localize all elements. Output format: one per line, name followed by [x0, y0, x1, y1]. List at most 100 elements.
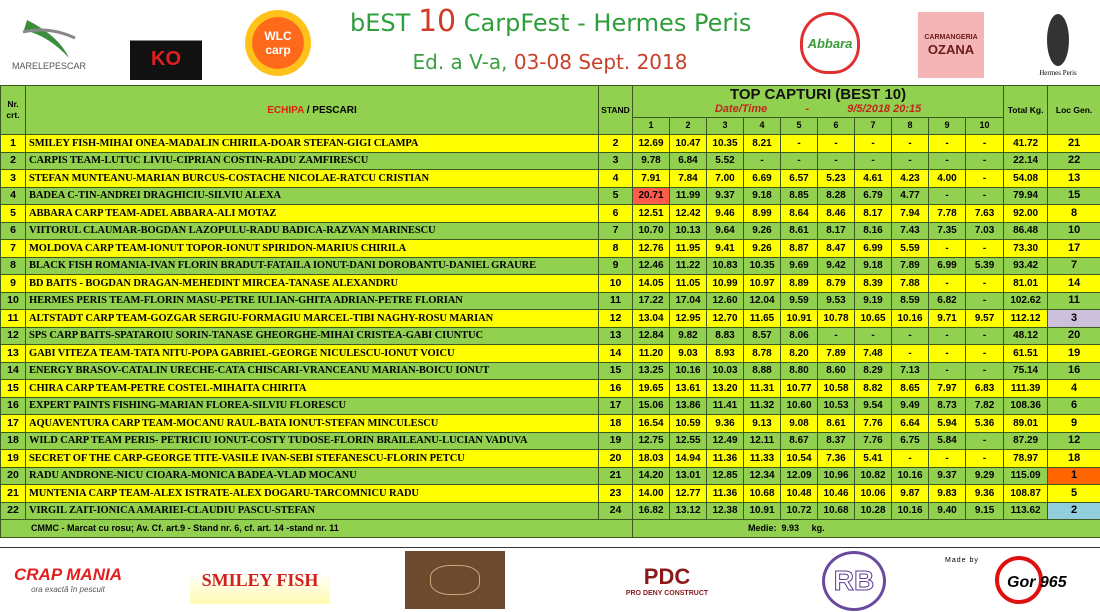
catch-value: 10.16 [891, 309, 929, 328]
total-kg: 41.72 [1003, 134, 1049, 153]
catch-value: 12.95 [669, 309, 707, 328]
catch-value: 6.75 [891, 431, 929, 450]
table-row: 15 CHIRA CARP TEAM-PETRE COSTEL-MIHAITA C… [0, 379, 1100, 398]
catch-value: - [928, 151, 966, 170]
catch-value: 12.11 [743, 431, 781, 450]
catch-value: 11.05 [669, 274, 707, 293]
catch-value: 11.36 [706, 449, 744, 468]
catch-value: 10.96 [817, 466, 855, 485]
catch-value: 11.22 [669, 256, 707, 275]
row-number: 17 [0, 414, 26, 433]
catch-value: 8.21 [743, 134, 781, 153]
carmangeria-ozana-logo: CARMANGERIA OZANA [918, 12, 984, 78]
col-total-header: Total Kg. [1003, 85, 1049, 135]
top-capturi-title: TOP CAPTURI (BEST 10) [631, 85, 1005, 103]
catch-value: 12.55 [669, 431, 707, 450]
col-stand-header: STAND [598, 85, 633, 135]
stand-number: 20 [598, 449, 633, 468]
row-number: 21 [0, 484, 26, 503]
catch-value: 8.17 [817, 221, 855, 240]
catch-value: 14.00 [632, 484, 670, 503]
catch-value: 9.64 [706, 221, 744, 240]
catch-value: 7.35 [928, 221, 966, 240]
overall-place: 12 [1047, 431, 1100, 450]
catch-value: - [891, 134, 929, 153]
overall-place: 5 [1047, 484, 1100, 503]
catch-value: 9.15 [964, 501, 1005, 520]
total-kg: 112.12 [1003, 309, 1049, 328]
catch-value: 7.89 [891, 256, 929, 275]
catch-value: 7.84 [669, 169, 707, 188]
sponsors-bar: CRAP MANIA ora exactă în pescuit SMILEY … [0, 547, 1100, 612]
catch-value: 14.20 [632, 466, 670, 485]
catch-value: 7.13 [891, 361, 929, 380]
row-number: 14 [0, 361, 26, 380]
catch-value: 13.01 [669, 466, 707, 485]
stand-number: 11 [598, 291, 633, 310]
overall-place: 20 [1047, 326, 1100, 345]
catch-value: 10.16 [891, 466, 929, 485]
table-row: 18 WILD CARP TEAM PERIS- PETRICIU IONUT-C… [0, 431, 1100, 450]
overall-place: 14 [1047, 274, 1100, 293]
catch-value: 6.64 [891, 414, 929, 433]
row-number: 20 [0, 466, 26, 485]
row-number: 5 [0, 204, 26, 223]
catch-value: 7.94 [891, 204, 929, 223]
catch-value: 8.89 [780, 274, 818, 293]
catch-value: 8.17 [854, 204, 892, 223]
catch-value: - [817, 326, 855, 345]
team-name: MOLDOVA CARP TEAM-IONUT TOPOR-IONUT SPIR… [25, 239, 599, 258]
catch-value: 12.46 [632, 256, 670, 275]
table-row: 20 RADU ANDRONE-NICU CIOARA-MONICA BADEA-… [0, 466, 1100, 485]
catch-value: 8.16 [854, 221, 892, 240]
catch-value: 6.79 [854, 186, 892, 205]
team-name: STEFAN MUNTEANU-MARIAN BURCUS-COSTACHE N… [25, 169, 599, 188]
catch-value: - [817, 151, 855, 170]
catch-value: 6.83 [964, 379, 1005, 398]
stand-number: 19 [598, 431, 633, 450]
catch-value: 8.78 [743, 344, 781, 363]
table-row: 2 CARPIS TEAM-LUTUC LIVIU-CIPRIAN COSTIN-… [0, 151, 1100, 170]
catch-value: - [780, 151, 818, 170]
stand-number: 18 [598, 414, 633, 433]
table-row: 12 SPS CARP BAITS-SPATAROIU SORIN-TANASE… [0, 326, 1100, 345]
total-kg: 115.09 [1003, 466, 1049, 485]
stand-number: 10 [598, 274, 633, 293]
team-name: SMILEY FISH-MIHAI ONEA-MADALIN CHIRILA-D… [25, 134, 599, 153]
catch-value: 8.37 [817, 431, 855, 450]
catch-value: 4.77 [891, 186, 929, 205]
catch-value: 10.46 [817, 484, 855, 503]
pdc-logo: PDC PRO DENY CONSTRUCT [625, 564, 709, 597]
catch-value: 9.69 [780, 256, 818, 275]
catch-value: 7.82 [964, 396, 1005, 415]
catch-value: 9.18 [854, 256, 892, 275]
catch-value: 8.67 [780, 431, 818, 450]
total-kg: 61.51 [1003, 344, 1049, 363]
stand-number: 21 [598, 466, 633, 485]
catch-value: 5.52 [706, 151, 744, 170]
stand-number: 12 [598, 309, 633, 328]
catch-col-header: 5 [780, 116, 818, 135]
catch-value: 9.57 [964, 309, 1005, 328]
table-row: 5 ABBARA CARP TEAM-ADEL ABBARA-ALI MOTAZ 6… [0, 204, 1100, 223]
catch-value: 8.28 [817, 186, 855, 205]
row-number: 12 [0, 326, 26, 345]
table-row: 9 BD BAITS - BOGDAN DRAGAN-MEHEDINT MIRCE… [0, 274, 1100, 293]
catch-value: 9.36 [706, 414, 744, 433]
catch-value: 4.00 [928, 169, 966, 188]
total-kg: 86.48 [1003, 221, 1049, 240]
catch-value: - [928, 326, 966, 345]
catch-value: - [964, 151, 1005, 170]
catch-value: 8.83 [706, 326, 744, 345]
catch-value: 12.51 [632, 204, 670, 223]
catch-value: 9.54 [854, 396, 892, 415]
overall-place: 8 [1047, 204, 1100, 223]
catch-value: - [743, 151, 781, 170]
overall-place: 1 [1047, 466, 1100, 485]
row-number: 18 [0, 431, 26, 450]
catch-value: 8.39 [854, 274, 892, 293]
catch-value: 12.42 [669, 204, 707, 223]
team-name: RADU ANDRONE-NICU CIOARA-MONICA BADEA-VL… [25, 466, 599, 485]
overall-place: 13 [1047, 169, 1100, 188]
stand-number: 7 [598, 221, 633, 240]
